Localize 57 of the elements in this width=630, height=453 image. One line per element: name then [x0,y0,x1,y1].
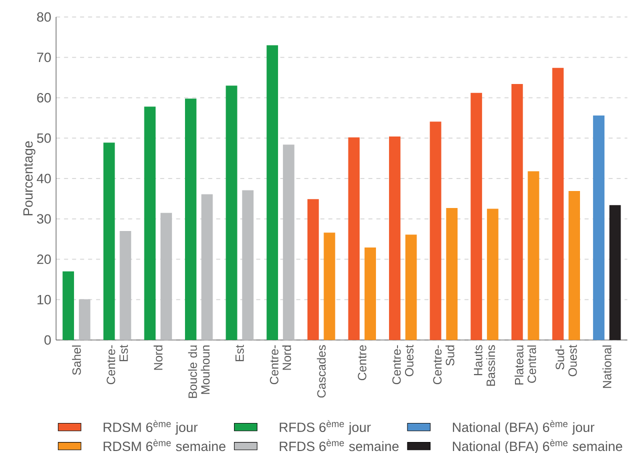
x-tick-label: Centre-Nord [270,345,292,384]
bar [511,84,523,340]
legend-label: RFDS 6$^{ème}$ jour [280,420,371,434]
bar [568,190,580,340]
bar [364,247,376,340]
y-tick-label: 60 [37,92,51,102]
x-tick-label: Centre-Sud [433,345,454,384]
y-tick-label: 50 [37,133,51,143]
x-tick-label: Nord [154,345,162,370]
bar [266,45,278,340]
legend-label: RFDS 6$^{ème}$ semaine [280,439,399,451]
legend-label: National (BFA) 6$^{ème}$ jour [452,420,594,434]
y-tick-label: 20 [37,254,51,264]
x-tick-label: Hauts Bassins [474,344,496,386]
x-tick-label: Centre-Est [106,344,128,384]
y-tick-label: 70 [37,52,51,62]
bar [389,136,400,340]
x-tick-label: Cascades [316,344,326,398]
bar [528,171,540,340]
bar [120,230,132,340]
bar [470,92,482,340]
bar [405,234,417,340]
bar [144,106,156,340]
bar [201,194,213,340]
x-tick-label: Boucle du Mouhoun [188,345,210,398]
x-tick-label: Sud-Ouest [555,344,577,376]
bar [307,198,319,340]
x-tick-label: Centre-Ouest [392,344,414,384]
bar [348,137,360,340]
x-tick-label: Est [235,344,244,361]
bar [103,142,115,340]
x-tick-label: Sahel [72,345,81,375]
legend-label: RDSM 6$^{ème}$ jour [104,420,198,434]
bar [552,68,564,340]
x-tick-label: National [602,345,612,388]
y-tick-label: 30 [37,214,51,224]
y-tick-label: 10 [38,294,51,304]
bar [185,98,196,340]
legend-label: RDSM 6$^{ème}$ semaine [104,439,226,451]
x-tick-label: Centre [358,345,366,380]
y-tick-label: 40 [36,174,51,184]
y-axis-title: Pourcentage [23,141,36,216]
bar [78,299,90,340]
y-tick-label: 80 [37,12,51,22]
bar [609,204,621,340]
bar [62,271,74,340]
bar [446,208,458,340]
bar [430,121,442,340]
bar [160,212,172,340]
bar [593,115,604,340]
bar [324,232,336,340]
bar [226,85,238,340]
bar [242,190,254,340]
bar [282,144,294,340]
y-tick-label: 0 [44,335,51,345]
bar [486,208,498,340]
x-tick-label: Plateau Central [514,345,536,384]
